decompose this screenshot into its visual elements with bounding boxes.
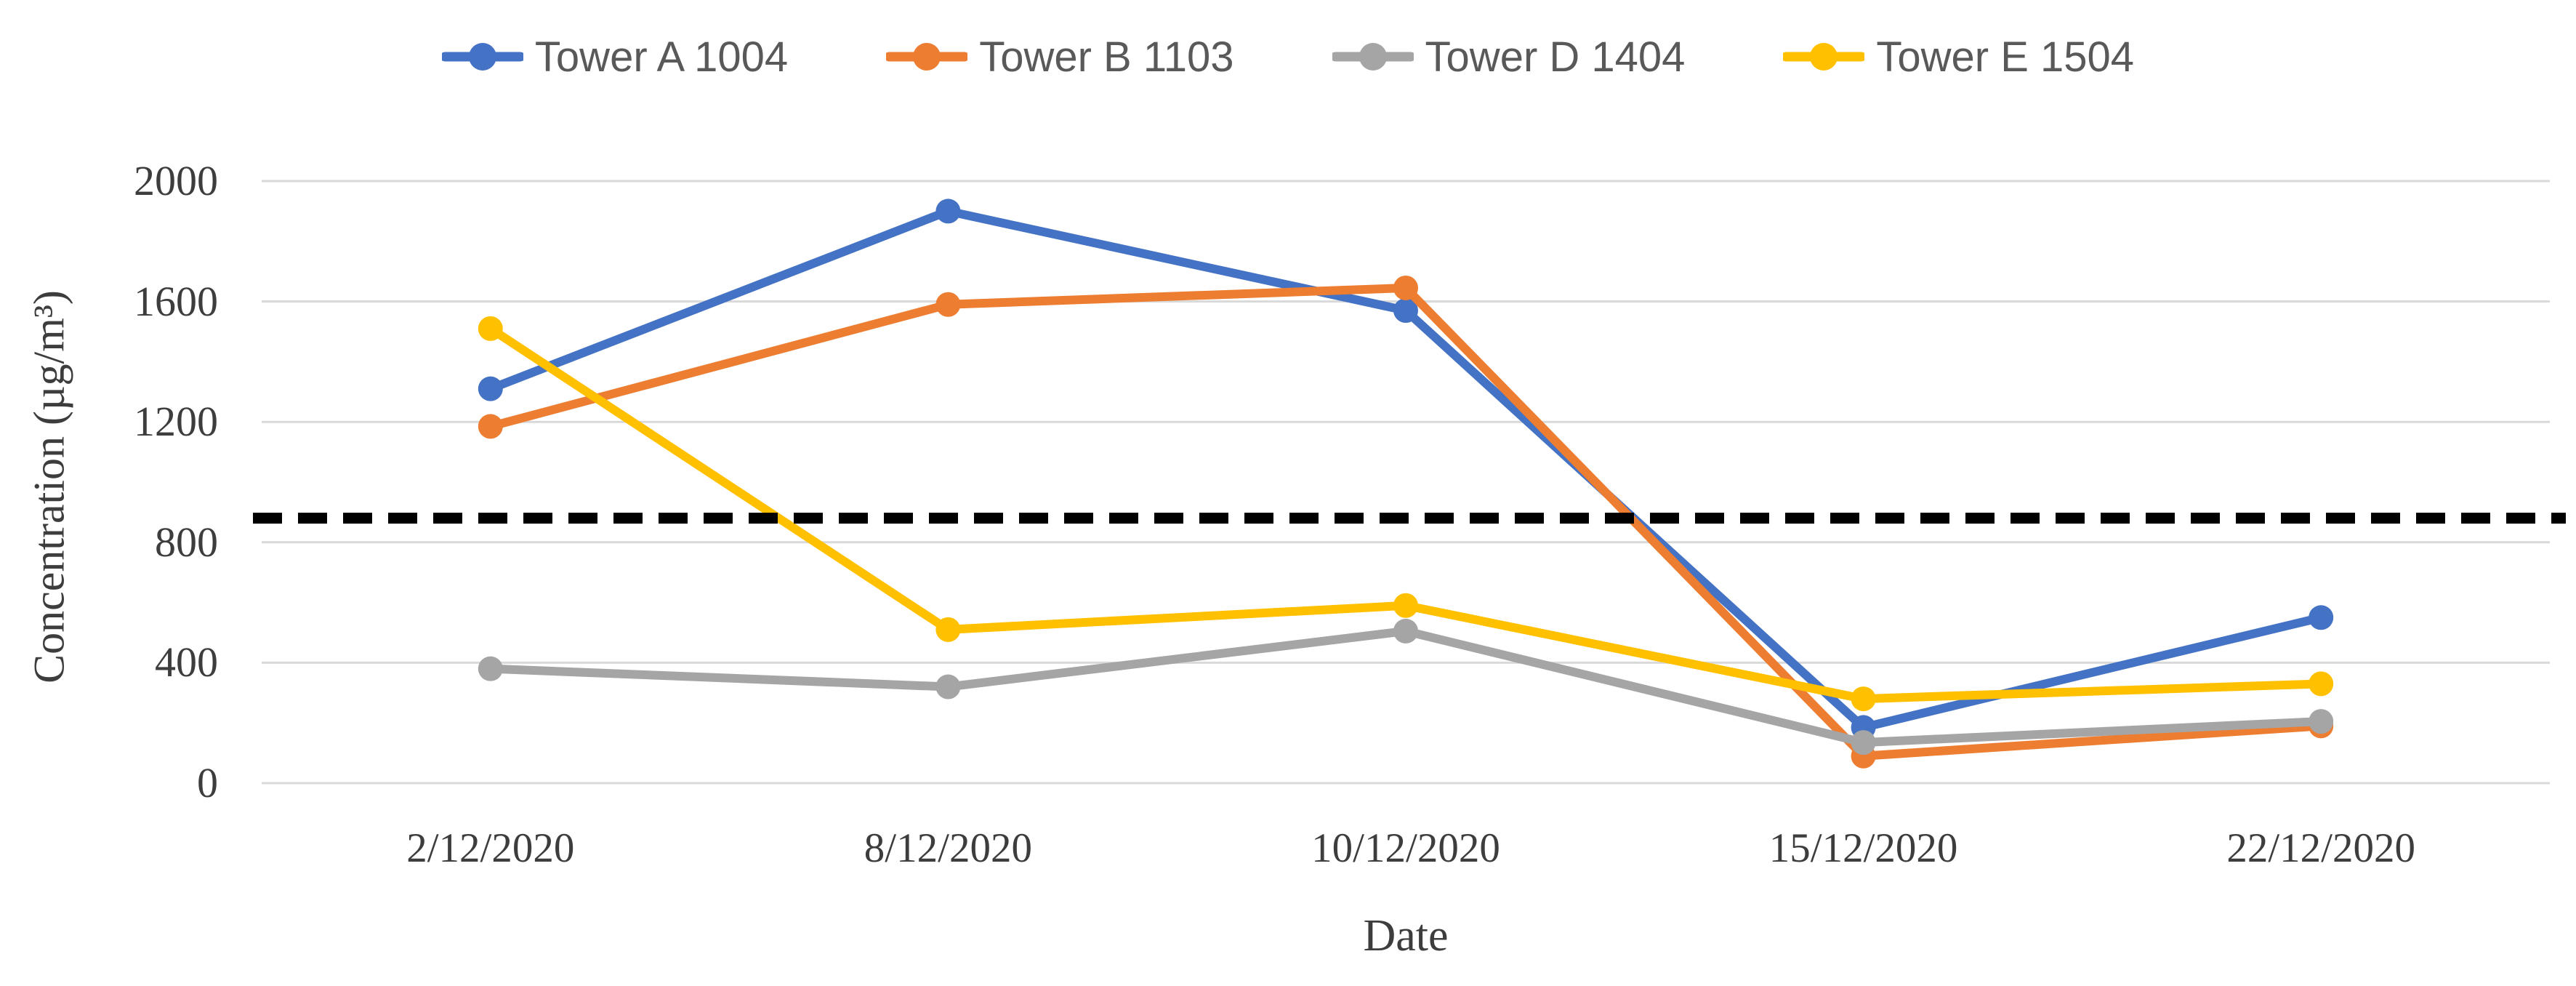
x-tick-label: 15/12/2020 bbox=[1768, 825, 1958, 871]
legend-item-tower-b-1103[interactable]: Tower B 1103 bbox=[886, 33, 1234, 81]
legend-item-tower-a-1004[interactable]: Tower A 1004 bbox=[441, 33, 789, 81]
data-point-tower-d-1404[interactable] bbox=[1393, 618, 1418, 644]
legend-line-marker-icon bbox=[441, 43, 523, 71]
y-tick-label: 400 bbox=[155, 638, 218, 686]
legend-item-tower-d-1404[interactable]: Tower D 1404 bbox=[1332, 33, 1686, 81]
legend-item-tower-e-1504[interactable]: Tower E 1504 bbox=[1783, 33, 2134, 81]
legend-line-marker-icon bbox=[1783, 43, 1865, 71]
y-tick-label: 1600 bbox=[134, 277, 218, 325]
data-point-tower-a-1004[interactable] bbox=[478, 376, 503, 401]
y-tick-label: 1200 bbox=[134, 398, 218, 446]
data-point-tower-e-1504[interactable] bbox=[478, 316, 503, 341]
legend-line-marker-icon bbox=[1332, 43, 1414, 71]
x-tick-label: 10/12/2020 bbox=[1311, 825, 1500, 871]
data-point-tower-b-1103[interactable] bbox=[478, 414, 503, 439]
data-point-tower-b-1103[interactable] bbox=[1393, 275, 1418, 300]
data-point-tower-d-1404[interactable] bbox=[2309, 709, 2334, 734]
legend-label: Tower B 1103 bbox=[979, 33, 1234, 81]
data-point-tower-a-1004[interactable] bbox=[2309, 605, 2334, 630]
data-point-tower-e-1504[interactable] bbox=[1393, 593, 1418, 618]
data-point-tower-d-1404[interactable] bbox=[478, 656, 503, 681]
x-tick-label: 22/12/2020 bbox=[2226, 825, 2416, 871]
data-point-tower-e-1504[interactable] bbox=[1851, 686, 1876, 712]
legend-line-marker-icon bbox=[886, 43, 968, 71]
data-point-tower-e-1504[interactable] bbox=[935, 617, 961, 642]
y-tick-label: 2000 bbox=[134, 157, 218, 204]
x-tick-label: 8/12/2020 bbox=[864, 825, 1032, 871]
data-point-tower-b-1103[interactable] bbox=[935, 292, 961, 317]
data-point-tower-d-1404[interactable] bbox=[935, 674, 961, 700]
data-point-tower-a-1004[interactable] bbox=[1393, 298, 1418, 324]
data-point-tower-e-1504[interactable] bbox=[2309, 671, 2334, 697]
chart-legend: Tower A 1004 Tower B 1103 Tower D 1404 Towe… bbox=[0, 22, 2576, 92]
x-axis-title: Date bbox=[1363, 911, 1449, 961]
legend-label: Tower D 1404 bbox=[1425, 33, 1686, 81]
legend-label: Tower E 1504 bbox=[1876, 33, 2135, 81]
data-point-tower-d-1404[interactable] bbox=[1851, 730, 1876, 755]
x-tick-label: 2/12/2020 bbox=[406, 825, 575, 871]
y-tick-label: 0 bbox=[197, 759, 218, 806]
y-tick-label: 800 bbox=[155, 518, 218, 566]
data-point-tower-a-1004[interactable] bbox=[935, 199, 961, 224]
legend-label: Tower A 1004 bbox=[534, 33, 789, 81]
